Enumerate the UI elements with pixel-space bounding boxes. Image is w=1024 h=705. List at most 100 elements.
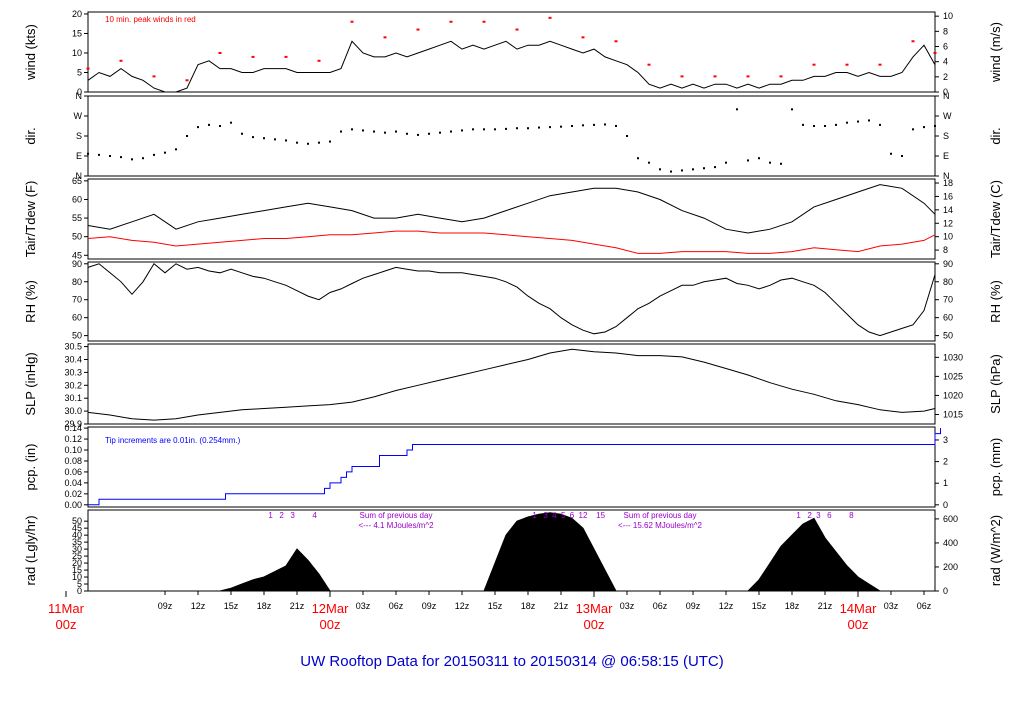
peak-wind-point <box>779 75 783 78</box>
direction-point <box>175 148 177 151</box>
peak-wind-point <box>482 20 486 23</box>
temp-tdew-line <box>87 230 936 254</box>
hour-tick-label: 21z <box>290 601 305 611</box>
rad-left-tick-label: 45 <box>72 523 82 533</box>
peak-wind-point <box>647 63 651 66</box>
direction-point <box>626 135 628 137</box>
rad-sum-label: Sum of previous day <box>624 511 697 520</box>
rh-right-tick-label: 70 <box>943 295 953 305</box>
slp-left-tick-label: 30.3 <box>64 367 82 377</box>
direction-point <box>604 123 606 126</box>
rad-sum-value: <--- 15.62 MJoules/m^2 <box>618 521 703 530</box>
rad-left-tick-label: 20 <box>72 558 82 568</box>
rh-left-tick-label: 50 <box>72 331 82 341</box>
hour-tick-label: 15z <box>488 601 503 611</box>
rad-hour-mark: 8 <box>849 511 854 520</box>
direction-point <box>406 132 408 135</box>
slp-right-tick-label: 1025 <box>943 371 963 381</box>
pcp-right-tick-label: 2 <box>943 457 948 467</box>
direction-point <box>285 139 287 142</box>
rh-ylabel-left: RH (%) <box>23 280 38 323</box>
day-date-label: 12Mar <box>312 601 350 616</box>
peak-wind-point <box>251 55 255 58</box>
direction-point <box>252 136 254 139</box>
hour-tick-label: 12z <box>455 601 470 611</box>
dir-right-tick-label: N <box>943 171 950 181</box>
slp-left-tick-label: 29.9 <box>64 419 82 429</box>
direction-point <box>560 125 562 128</box>
hour-tick-label: 12z <box>719 601 734 611</box>
direction-point <box>417 133 419 136</box>
direction-point <box>549 126 551 129</box>
rad-hour-mark: 4 <box>552 511 557 520</box>
rad-hour-mark: 6 <box>570 511 575 520</box>
rh-right-tick-label: 80 <box>943 277 953 287</box>
direction-point <box>835 123 837 126</box>
hour-tick-label: 03z <box>884 601 899 611</box>
direction-point <box>120 156 122 159</box>
wind-right-tick-label: 4 <box>943 57 948 67</box>
direction-point <box>87 152 89 155</box>
temp-ylabel-right: Tair/Tdew (C) <box>988 180 1003 258</box>
rad-left-tick-label: 25 <box>72 551 82 561</box>
direction-point <box>472 128 474 131</box>
temp-left-tick-label: 55 <box>72 213 82 223</box>
direction-point <box>450 130 452 133</box>
rh-frame <box>87 261 936 342</box>
direction-point <box>868 119 870 122</box>
direction-point <box>307 142 309 145</box>
slp-left-tick-label: 30.4 <box>64 354 82 364</box>
peak-wind-point <box>911 40 915 43</box>
day-time-label: 00z <box>320 617 341 632</box>
peak-wind-point <box>878 63 882 66</box>
temp-left-tick-label: 60 <box>72 194 82 204</box>
direction-point <box>791 108 793 111</box>
pcp-left-tick-label: 0.04 <box>64 478 82 488</box>
direction-point <box>362 129 364 132</box>
direction-point <box>692 168 694 171</box>
direction-point <box>197 126 199 129</box>
slp-right-tick-label: 1020 <box>943 390 963 400</box>
peak-wind-point <box>218 51 222 54</box>
direction-point <box>615 125 617 127</box>
rad-hour-mark: 1 <box>796 511 801 520</box>
rad-left-tick-label: 0 <box>77 586 82 596</box>
wind-annotation: 10 min. peak winds in red <box>105 15 196 24</box>
direction-point <box>494 128 496 131</box>
hour-tick-label: 03z <box>356 601 371 611</box>
rad-hour-mark: 15 <box>596 511 605 520</box>
hour-tick-label: 21z <box>818 601 833 611</box>
peak-wind-point <box>284 55 288 58</box>
temp-right-tick-label: 14 <box>943 205 953 215</box>
pcp-annotation: Tip increments are 0.01in. (0.254mm.) <box>105 436 241 445</box>
direction-point <box>890 152 892 155</box>
pcp-left-tick-label: 0.06 <box>64 467 82 477</box>
panel-frames <box>87 11 936 592</box>
temp-right-tick-label: 8 <box>943 245 948 255</box>
rh-right-tick-label: 90 <box>943 259 953 269</box>
rad-hour-mark: 4 <box>312 511 317 520</box>
dir-left-tick-label: S <box>76 131 82 141</box>
rad-right-tick-label: 400 <box>943 538 958 548</box>
dir-frame <box>87 95 936 177</box>
dir-left-tick-label: E <box>76 151 82 161</box>
dir-right-tick-label: N <box>943 91 950 101</box>
pcp-left-tick-label: 0.00 <box>64 500 82 510</box>
pcp-right-tick-label: 0 <box>943 500 948 510</box>
rad-hour-mark: 1 <box>268 511 273 520</box>
direction-point <box>186 135 188 137</box>
peak-wind-point <box>350 20 354 23</box>
direction-point <box>274 138 276 141</box>
direction-point <box>725 161 727 164</box>
dir-left-tick-label: W <box>74 111 83 121</box>
peak-wind-point <box>515 28 519 31</box>
direction-point <box>153 153 155 156</box>
direction-point <box>901 155 903 157</box>
rad-left-tick-label: 5 <box>77 579 82 589</box>
direction-point <box>395 130 397 133</box>
peak-wind-point <box>845 63 849 66</box>
slp-left-tick-label: 30.5 <box>64 342 82 352</box>
peak-wind-point <box>933 51 937 54</box>
data-marks <box>86 16 941 592</box>
